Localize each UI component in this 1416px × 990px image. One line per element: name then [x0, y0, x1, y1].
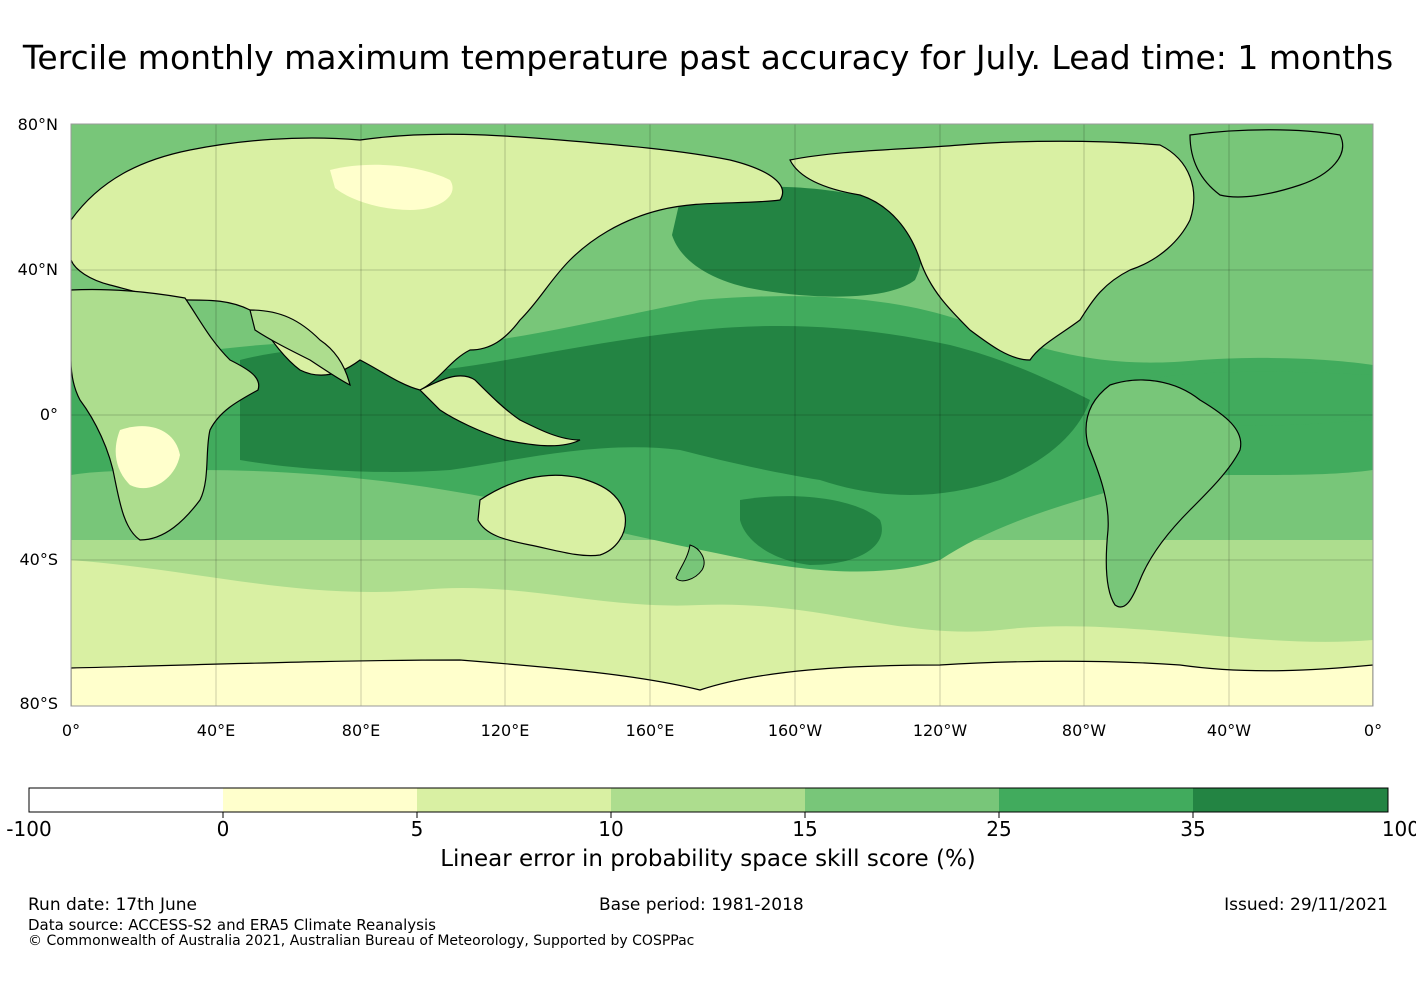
colorbar-seg-5: [999, 788, 1193, 812]
colorbar-frame: [28, 787, 1389, 813]
colorbar-tick-10: 10: [598, 817, 624, 841]
copyright-notice: © Commonwealth of Australia 2021, Austra…: [28, 933, 695, 949]
pacific-core-zone: [240, 325, 1090, 495]
graticule: [71, 124, 1373, 706]
colorbar-tick-minus100: -100: [6, 817, 52, 841]
land-light-patch-siberia: [330, 164, 453, 210]
lat-label-80n: 80°N: [17, 115, 58, 134]
land-light-patch-sahara: [115, 426, 180, 489]
land-new-zealand: [675, 544, 705, 582]
lon-label-0-right: 0°: [1363, 721, 1383, 740]
base-period: Base period: 1981-2018: [599, 895, 804, 915]
colorbar-seg-0: [29, 788, 223, 812]
chart-title: Tercile monthly maximum temperature past…: [22, 38, 1394, 77]
colorbar-seg-1: [223, 788, 417, 812]
lon-label-160w: 160°W: [767, 721, 823, 740]
lon-label-0-left: 0°: [61, 721, 81, 740]
lat-label-40n: 40°N: [17, 260, 58, 279]
lon-label-120e: 120°E: [480, 721, 530, 740]
lon-label-80w: 80°W: [1061, 721, 1107, 740]
colorbar-seg-6: [1193, 788, 1388, 812]
lon-label-40w: 40°W: [1206, 721, 1252, 740]
colorbar-title: Linear error in probability space skill …: [440, 846, 976, 872]
lat-label-0: 0°: [39, 405, 58, 424]
lon-label-80e: 80°E: [341, 721, 381, 740]
lon-label-160e: 160°E: [625, 721, 675, 740]
colorbar-seg-2: [417, 788, 611, 812]
colorbar-ticks: [222, 812, 1194, 818]
colorbar-tick-100: 100: [1381, 817, 1416, 841]
colorbar-seg-4: [805, 788, 999, 812]
land-south-america: [1085, 379, 1242, 608]
lon-label-120w: 120°W: [912, 721, 968, 740]
data-source: Data source: ACCESS-S2 and ERA5 Climate …: [28, 916, 436, 934]
run-date: Run date: 17th June: [28, 895, 197, 915]
colorbar-tick-15: 15: [792, 817, 818, 841]
land-antarctica: [71, 659, 1373, 706]
land-north-africa: [71, 288, 260, 541]
lon-label-40e: 40°E: [196, 721, 236, 740]
colorbar-tick-5: 5: [410, 817, 424, 841]
colorbar-tick-25: 25: [986, 817, 1012, 841]
land-australia: [477, 474, 627, 557]
colorbar-tick-35: 35: [1180, 817, 1206, 841]
map-frame: [70, 123, 1374, 707]
land-north-america: [789, 140, 1195, 361]
north-pacific-core: [672, 186, 922, 297]
colorbar-tick-0: 0: [216, 817, 230, 841]
land-greenland: [1189, 129, 1344, 198]
issued-date: Issued: 29/11/2021: [1224, 895, 1388, 915]
lat-label-40s: 40°S: [19, 550, 58, 569]
colorbar-segments: [29, 788, 1388, 812]
land-se-asia: [418, 375, 581, 447]
land-arabia-india: [249, 309, 351, 387]
colorbar-seg-3: [611, 788, 805, 812]
south-pacific-core: [740, 496, 882, 565]
lat-label-80s: 80°S: [19, 694, 58, 713]
